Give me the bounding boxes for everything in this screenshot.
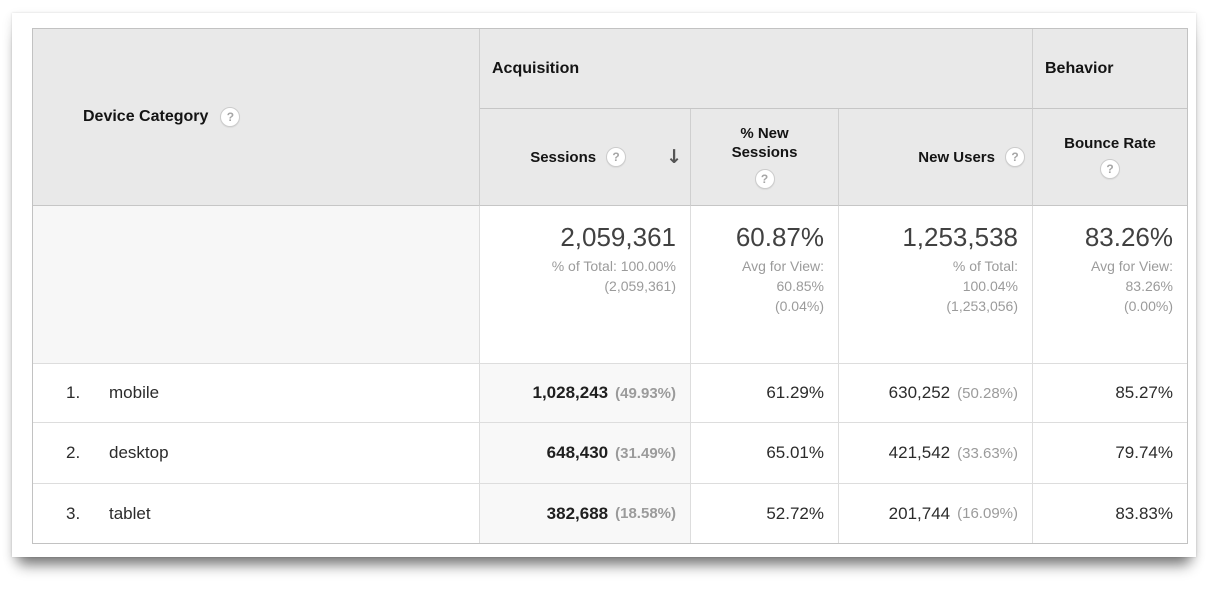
row-device-label: desktop: [109, 443, 169, 462]
table-row-device-cell: 1. mobile: [33, 364, 480, 423]
row-device-label: mobile: [109, 383, 160, 402]
row-new-users-cell: 630,252 (50.28%): [839, 364, 1033, 423]
acquisition-label: Acquisition: [492, 59, 580, 77]
help-icon[interactable]: ?: [754, 169, 775, 190]
column-header-sessions[interactable]: Sessions ? ↓: [480, 109, 691, 206]
report-table: Device Category ? Acquisition Behavior S…: [32, 28, 1188, 544]
row-sessions-cell: 648,430 (31.49%): [480, 423, 691, 484]
row-sessions-cell: 382,688 (18.58%): [480, 484, 691, 543]
device-category-label: Device Category: [83, 108, 209, 125]
column-header-bounce-rate[interactable]: Bounce Rate ?: [1033, 109, 1187, 206]
help-icon[interactable]: ?: [606, 147, 627, 167]
column-header-device-category[interactable]: Device Category ?: [33, 29, 480, 206]
totals-new-users: 1,253,538 % of Total: 100.04% (1,253,056…: [839, 206, 1033, 364]
totals-bounce-rate-subtext: Avg for View: 83.26% (0.00%): [1091, 257, 1173, 315]
row-bounce-rate-cell: 85.27%: [1033, 364, 1187, 423]
report-card: Device Category ? Acquisition Behavior S…: [12, 13, 1196, 557]
row-rank: 2.: [66, 443, 81, 462]
table-row-device-cell: 2. desktop: [33, 423, 480, 484]
row-new-sessions-cell: 52.72%: [691, 484, 839, 543]
bounce-rate-label: Bounce Rate: [1064, 135, 1156, 152]
table-row-device-cell: 3. tablet: [33, 484, 480, 543]
totals-sessions: 2,059,361 % of Total: 100.00% (2,059,361…: [480, 206, 691, 364]
totals-new-sessions-value: 60.87%: [735, 222, 824, 252]
new-users-label: New Users: [918, 148, 995, 166]
help-icon[interactable]: ?: [220, 107, 241, 127]
row-new-users-cell: 421,542 (33.63%): [839, 423, 1033, 484]
totals-new-sessions-subtext: Avg for View: 60.85% (0.04%): [742, 257, 824, 315]
sort-descending-icon[interactable]: ↓: [666, 145, 682, 168]
totals-sessions-value: 2,059,361: [560, 222, 676, 252]
help-icon[interactable]: ?: [1100, 159, 1120, 179]
column-header-new-users[interactable]: New Users ?: [839, 109, 1033, 206]
row-bounce-rate-cell: 83.83%: [1033, 484, 1187, 543]
totals-sessions-subtext: % of Total: 100.00% (2,059,361): [551, 257, 676, 295]
row-bounce-rate-cell: 79.74%: [1033, 423, 1187, 484]
row-new-sessions-cell: 65.01%: [691, 423, 839, 484]
totals-bounce-rate: 83.26% Avg for View: 83.26% (0.00%): [1033, 206, 1187, 364]
behavior-label: Behavior: [1045, 59, 1114, 77]
totals-dimension-cell: [33, 206, 480, 364]
column-header-new-sessions[interactable]: % New Sessions ?: [691, 109, 839, 206]
row-device-label: tablet: [109, 503, 151, 523]
group-header-acquisition: Acquisition: [480, 29, 1033, 109]
help-icon[interactable]: ?: [1005, 147, 1025, 167]
sessions-label: Sessions: [530, 148, 597, 166]
totals-new-users-value: 1,253,538: [902, 222, 1018, 252]
totals-new-users-subtext: % of Total: 100.04% (1,253,056): [946, 257, 1018, 315]
row-new-users-cell: 201,744 (16.09%): [839, 484, 1033, 543]
totals-new-sessions: 60.87% Avg for View: 60.85% (0.04%): [691, 206, 839, 364]
group-header-behavior: Behavior: [1033, 29, 1187, 109]
row-new-sessions-cell: 61.29%: [691, 364, 839, 423]
totals-bounce-rate-value: 83.26%: [1084, 222, 1173, 252]
row-sessions-cell: 1,028,243 (49.93%): [480, 364, 691, 423]
row-rank: 3.: [66, 503, 81, 523]
row-rank: 1.: [66, 383, 81, 402]
new-sessions-label: % New Sessions: [731, 124, 798, 161]
